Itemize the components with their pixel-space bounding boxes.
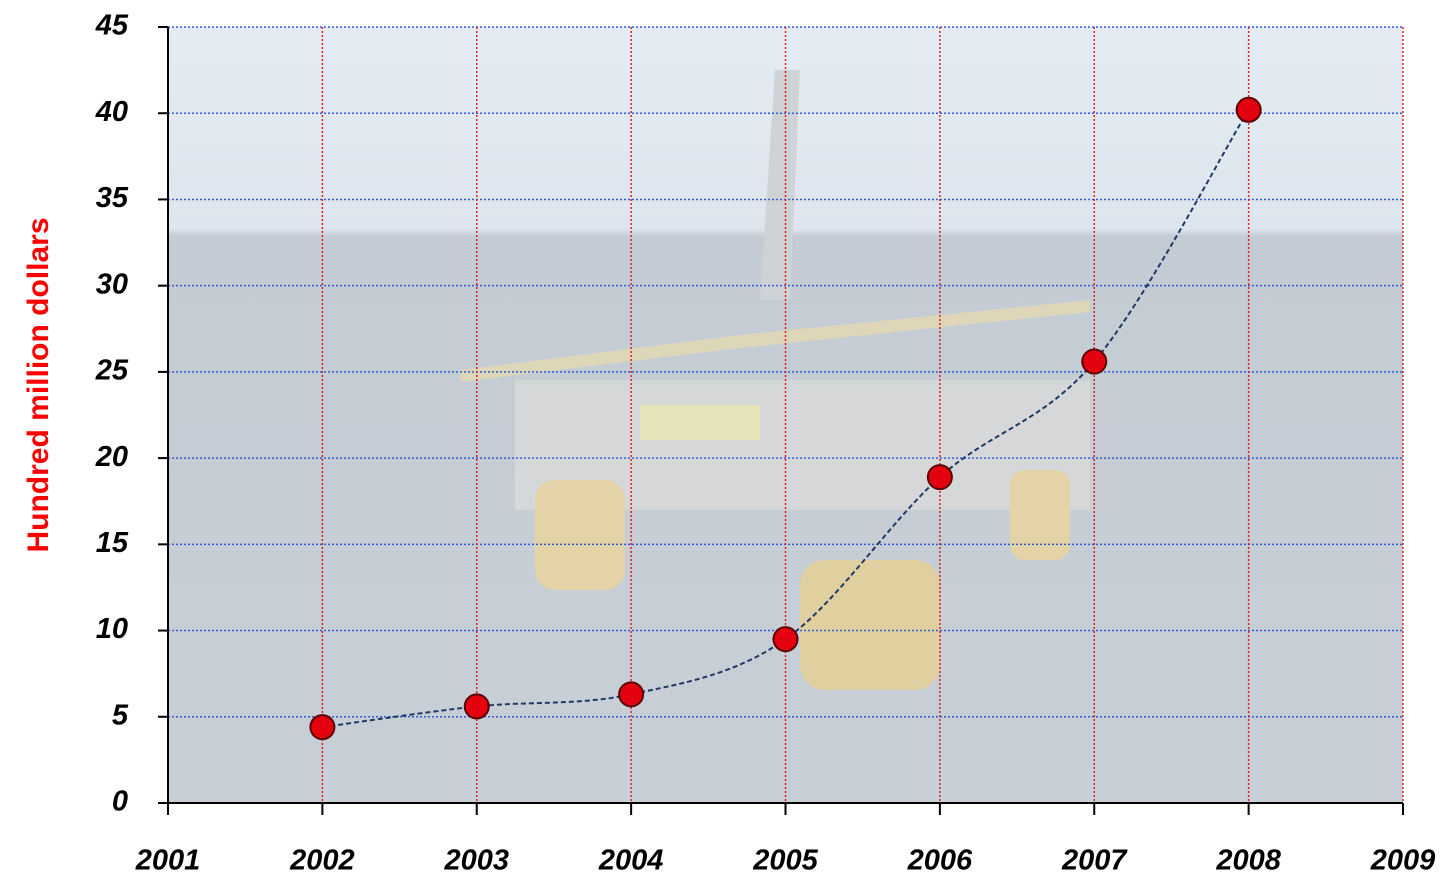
- marker: [618, 681, 645, 708]
- y-tick-label: 40: [95, 96, 128, 128]
- marker: [309, 714, 336, 741]
- y-tick-label: 35: [96, 182, 129, 214]
- x-tick-label: 2007: [1061, 845, 1128, 877]
- x-tick-label: 2001: [135, 845, 201, 877]
- x-tick-label: 2004: [598, 845, 664, 877]
- axes: 0 5 10 15 20 25 30 35 40 45 2001 2002 2003 2004 2005 20…: [95, 10, 1436, 877]
- y-tick-label: 15: [96, 527, 129, 559]
- y-tick-label: 0: [112, 786, 128, 818]
- x-tick-label: 2003: [443, 845, 509, 877]
- y-axis-label: Hundred million dollars: [22, 217, 55, 552]
- y-tick-label: 5: [112, 699, 129, 731]
- x-tick-label: 2005: [752, 845, 818, 877]
- y-tick-label: 10: [96, 613, 128, 645]
- y-tick-label: 45: [95, 10, 129, 42]
- x-tick-label: 2008: [1215, 845, 1281, 877]
- y-tick-label: 20: [95, 441, 128, 473]
- y-tick-label: 30: [96, 268, 128, 300]
- marks: [309, 96, 1262, 741]
- marker: [772, 626, 799, 653]
- marker: [926, 464, 953, 491]
- x-tick-label: 2006: [907, 845, 973, 877]
- marker: [1235, 96, 1262, 123]
- grid: [168, 26, 1404, 803]
- x-tick-label: 2002: [289, 845, 355, 877]
- marker: [463, 693, 490, 720]
- x-tick-label: 2009: [1370, 845, 1436, 877]
- y-tick-label: 25: [95, 355, 129, 387]
- marker: [1081, 348, 1108, 375]
